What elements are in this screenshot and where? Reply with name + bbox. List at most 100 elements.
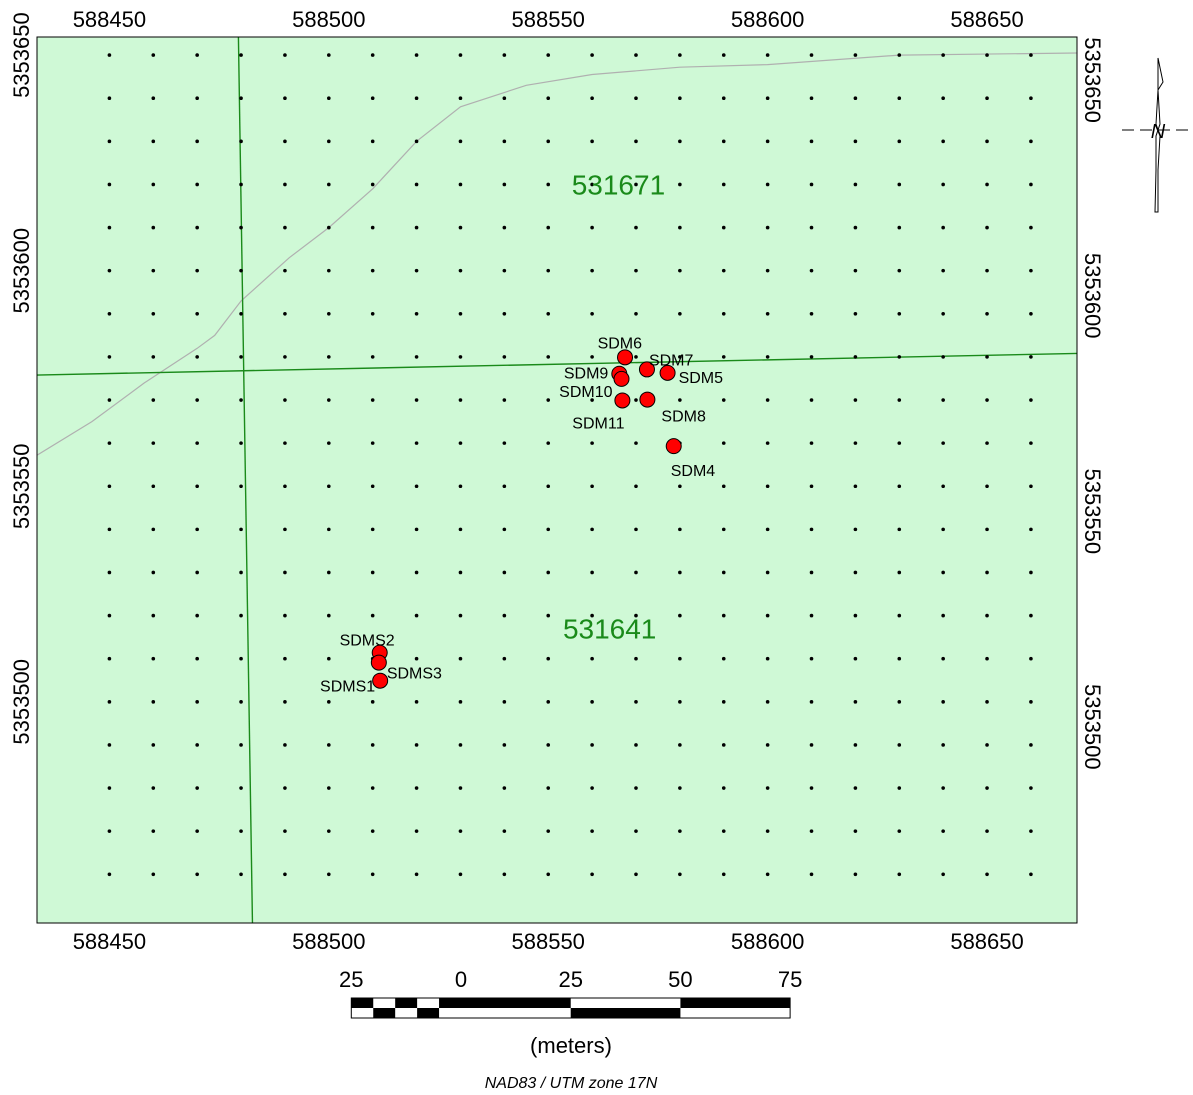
grid-dot bbox=[151, 268, 156, 273]
grid-dot bbox=[765, 613, 770, 618]
grid-dot bbox=[941, 139, 945, 144]
grid-dot bbox=[853, 743, 858, 747]
grid-dot bbox=[370, 613, 375, 618]
map-background bbox=[37, 37, 1077, 923]
grid-dot bbox=[853, 182, 858, 187]
grid-dot bbox=[414, 441, 419, 445]
grid-dot bbox=[941, 441, 945, 445]
grid-dot bbox=[634, 182, 638, 187]
grid-dot bbox=[1029, 613, 1033, 618]
grid-dot bbox=[327, 398, 331, 402]
sample-point-label-sdm4: SDM4 bbox=[671, 463, 716, 480]
grid-dot bbox=[327, 268, 331, 273]
grid-dot bbox=[195, 527, 199, 532]
grid-dot bbox=[985, 268, 989, 273]
grid-dot bbox=[458, 527, 463, 532]
grid-dot bbox=[985, 96, 989, 101]
grid-dot bbox=[678, 743, 682, 747]
grid-dot bbox=[590, 225, 594, 230]
grid-dot bbox=[195, 872, 199, 877]
sample-point-sdms1 bbox=[372, 672, 389, 689]
grid-dot bbox=[634, 829, 638, 833]
grid-dot bbox=[941, 656, 945, 661]
grid-dot bbox=[283, 656, 287, 661]
grid-dot bbox=[458, 700, 463, 704]
grid-dot bbox=[721, 527, 726, 532]
grid-dot bbox=[1029, 268, 1033, 273]
grid-dot bbox=[678, 53, 682, 57]
grid-dot bbox=[458, 268, 463, 273]
grid-dot bbox=[721, 139, 726, 144]
grid-dot bbox=[721, 268, 726, 273]
grid-dot bbox=[809, 139, 814, 144]
grid-dot bbox=[151, 484, 156, 489]
grid-dot bbox=[941, 311, 945, 316]
grid-dot bbox=[634, 700, 638, 704]
x-tick-label-top: 588650 bbox=[950, 7, 1023, 32]
grid-dot bbox=[634, 311, 638, 316]
grid-dot bbox=[590, 872, 594, 877]
grid-dot bbox=[327, 700, 331, 704]
scale-bar-segment bbox=[417, 1008, 440, 1018]
grid-dot bbox=[809, 743, 814, 747]
grid-dots bbox=[107, 53, 1033, 877]
grid-dot bbox=[327, 53, 331, 57]
grid-dot bbox=[107, 441, 112, 445]
grid-dot bbox=[897, 355, 902, 359]
grid-dot bbox=[634, 398, 638, 402]
grid-dot bbox=[721, 441, 726, 445]
grid-dot bbox=[897, 96, 902, 101]
grid-dot bbox=[765, 268, 770, 273]
grid-dot bbox=[1029, 182, 1033, 187]
grid-dot bbox=[546, 355, 551, 359]
grid-dot bbox=[370, 527, 375, 532]
grid-dot bbox=[458, 613, 463, 618]
grid-dot bbox=[239, 225, 243, 230]
grid-dot bbox=[1029, 656, 1033, 661]
grid-dot bbox=[678, 311, 682, 316]
grid-dot bbox=[678, 484, 682, 489]
grid-dot bbox=[985, 139, 989, 144]
grid-dot bbox=[283, 872, 287, 877]
grid-dot bbox=[107, 225, 112, 230]
grid-dot bbox=[546, 872, 551, 877]
grid-dot bbox=[590, 570, 594, 575]
grid-dot bbox=[414, 656, 419, 661]
grid-dot bbox=[941, 355, 945, 359]
grid-dot bbox=[458, 182, 463, 187]
grid-dot bbox=[327, 829, 331, 833]
grid-dot bbox=[414, 872, 419, 877]
grid-dot bbox=[941, 182, 945, 187]
grid-dot bbox=[502, 182, 507, 187]
grid-dot bbox=[809, 786, 814, 790]
grid-dot bbox=[590, 182, 594, 187]
grid-dot bbox=[107, 182, 112, 187]
y-tick-label-left: 5353650 bbox=[9, 12, 34, 98]
grid-dot bbox=[634, 656, 638, 661]
grid-dot bbox=[721, 743, 726, 747]
grid-dot bbox=[985, 872, 989, 877]
grid-dot bbox=[985, 829, 989, 833]
grid-dot bbox=[765, 355, 770, 359]
grid-dot bbox=[546, 656, 551, 661]
grid-dot bbox=[1029, 700, 1033, 704]
grid-dot bbox=[458, 484, 463, 489]
grid-dot bbox=[941, 268, 945, 273]
grid-dot bbox=[458, 829, 463, 833]
grid-dot bbox=[546, 484, 551, 489]
sample-point-label-sdm8: SDM8 bbox=[661, 409, 706, 426]
grid-dot bbox=[151, 355, 156, 359]
grid-dot bbox=[546, 398, 551, 402]
grid-dot bbox=[546, 786, 551, 790]
grid-dot bbox=[721, 570, 726, 575]
grid-dot bbox=[765, 570, 770, 575]
grid-dot bbox=[151, 872, 156, 877]
grid-dot bbox=[853, 311, 858, 316]
grid-dot bbox=[239, 743, 243, 747]
x-tick-label-bottom: 588650 bbox=[950, 929, 1023, 954]
sample-point-sdms3 bbox=[370, 654, 387, 671]
grid-dot bbox=[327, 786, 331, 790]
grid-dot bbox=[239, 484, 243, 489]
grid-dot bbox=[941, 700, 945, 704]
